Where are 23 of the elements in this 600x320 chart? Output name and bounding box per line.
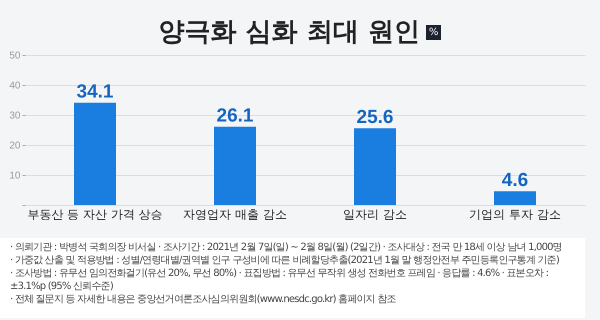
y-tick-label: 40 xyxy=(9,80,21,92)
text: · 의뢰기관 : 박병석 국회의장 비서실 · 조사기간 : 2021년 2월 7일(일) ~ 2월 8일(월) (2일간) · 조사대상 : 전국 만 18세 이상 남녀 1,000명 xyxy=(10,241,563,254)
bar xyxy=(494,191,536,205)
text: · 조사방법 : 유무선 임의전화걸기(유선 20%, 무선 80%) · 표집방법 : 유무선 무작위 생성 전화번호 프레임 · 응답률 : 4.6% · 표본오차 : ±3.1%p (95% 신뢰수준) xyxy=(10,267,550,293)
y-axis-title: % xyxy=(426,25,442,40)
y-tick-label: 10 xyxy=(9,170,21,182)
chart-title: 양극화 심화 최대 원인 xyxy=(158,17,420,47)
bar xyxy=(214,126,256,205)
x-tick-label: 일자리 감소 xyxy=(343,208,407,222)
text: · 가중값 산출 및 적용방법 : 성별/연령대별/권역별 인구 구성비에 따른 비례할당추출(2021년 1월 말 행정안전부 주민등록인구통계 기준) xyxy=(10,254,560,267)
x-tick-label: 기업의 투자 감소 xyxy=(469,208,561,222)
data-label: 25.6 xyxy=(356,107,394,128)
y-tick-label: 30 xyxy=(9,110,21,122)
data-label: 4.6 xyxy=(502,170,528,192)
x-tick-label: 부동산 등 자산 가격 상승 xyxy=(27,208,163,222)
text: · 전체 질문지 등 자세한 내용은 중앙선거여론조사심의위원회(www.nesdc.go.kr) 홈페이지 참조 xyxy=(10,293,397,306)
x-tick-label: 자영업자 매출 감소 xyxy=(183,208,287,222)
y-tick-label: 50 xyxy=(9,50,21,62)
y-tick-label: 20 xyxy=(9,140,21,152)
data-label: 26.1 xyxy=(216,106,254,127)
data-label: 34.1 xyxy=(76,82,114,103)
bar xyxy=(74,102,116,205)
bar xyxy=(354,128,396,205)
